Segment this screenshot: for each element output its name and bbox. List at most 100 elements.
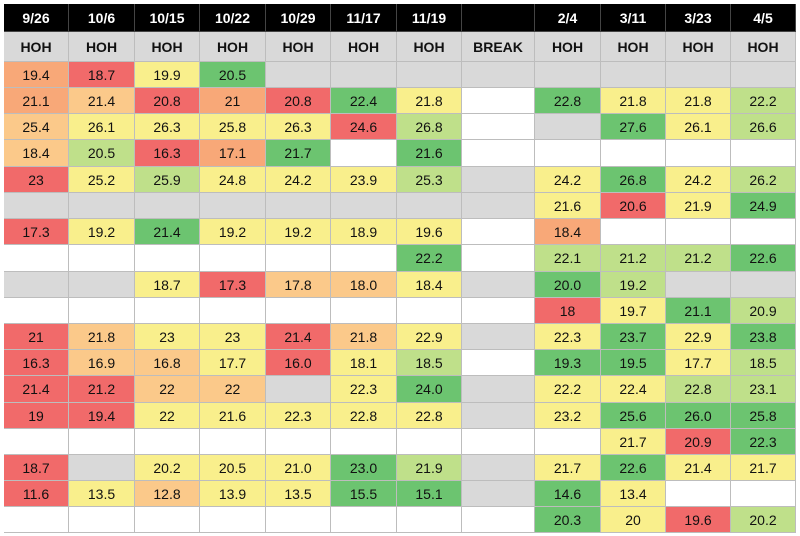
value-cell: 21.4 — [266, 324, 331, 350]
value-cell: 20.3 — [535, 507, 601, 533]
value-cell — [462, 429, 535, 455]
value-cell — [462, 376, 535, 403]
value-cell: 22.4 — [601, 376, 666, 403]
value-cell: 22.6 — [601, 455, 666, 481]
value-cell: 19.9 — [135, 62, 200, 88]
value-cell: 23 — [4, 167, 69, 193]
value-cell: 20.8 — [266, 88, 331, 114]
value-cell: 22 — [135, 403, 200, 429]
value-cell: 18.1 — [331, 350, 397, 376]
value-cell: 23.7 — [601, 324, 666, 350]
value-cell: 20 — [601, 507, 666, 533]
value-cell: 22.3 — [266, 403, 331, 429]
value-cell — [397, 62, 462, 88]
value-cell — [4, 245, 69, 272]
value-cell: 13.5 — [69, 481, 135, 507]
value-cell: 21.2 — [666, 245, 731, 272]
value-cell — [135, 429, 200, 455]
value-cell: 18.4 — [4, 140, 69, 167]
value-cell: 22.4 — [331, 88, 397, 114]
value-cell: 22.8 — [535, 88, 601, 114]
value-cell: 20.5 — [69, 140, 135, 167]
value-cell: 26.3 — [135, 114, 200, 140]
date-header: 9/26 — [4, 4, 69, 32]
value-cell: 19.7 — [601, 298, 666, 324]
value-cell — [462, 167, 535, 193]
value-cell — [666, 140, 731, 167]
value-cell: 23.0 — [331, 455, 397, 481]
value-cell — [462, 455, 535, 481]
value-cell — [4, 429, 69, 455]
value-cell — [666, 272, 731, 298]
value-cell: 26.0 — [666, 403, 731, 429]
value-cell: 23 — [135, 324, 200, 350]
value-cell: 21.4 — [69, 88, 135, 114]
value-cell — [266, 298, 331, 324]
value-cell: 21.8 — [331, 324, 397, 350]
value-cell — [266, 429, 331, 455]
value-cell: 20.9 — [666, 429, 731, 455]
value-cell: 25.6 — [601, 403, 666, 429]
value-cell: 18 — [535, 298, 601, 324]
value-cell: 21.7 — [731, 455, 796, 481]
value-cell — [535, 114, 601, 140]
value-cell: 16.0 — [266, 350, 331, 376]
value-cell: 17.3 — [4, 219, 69, 245]
value-cell: 16.8 — [135, 350, 200, 376]
value-cell — [4, 507, 69, 533]
value-cell — [69, 245, 135, 272]
value-cell: 15.1 — [397, 481, 462, 507]
value-cell — [200, 193, 266, 219]
value-cell: 20.5 — [200, 455, 266, 481]
value-cell — [397, 507, 462, 533]
value-cell: 24.2 — [266, 167, 331, 193]
value-cell: 21.0 — [266, 455, 331, 481]
group-header: HOH — [331, 32, 397, 62]
value-cell: 22.9 — [397, 324, 462, 350]
value-cell: 22.2 — [397, 245, 462, 272]
value-cell — [535, 62, 601, 88]
value-cell: 25.3 — [397, 167, 462, 193]
value-cell: 26.2 — [731, 167, 796, 193]
value-cell — [535, 140, 601, 167]
value-cell: 21.6 — [200, 403, 266, 429]
value-cell — [331, 507, 397, 533]
value-cell: 21.1 — [4, 88, 69, 114]
value-cell: 21.7 — [601, 429, 666, 455]
value-cell — [462, 403, 535, 429]
value-cell: 19.3 — [535, 350, 601, 376]
value-cell: 23.9 — [331, 167, 397, 193]
value-cell: 11.6 — [4, 481, 69, 507]
group-header: HOH — [266, 32, 331, 62]
value-cell: 19.2 — [200, 219, 266, 245]
group-header: HOH — [535, 32, 601, 62]
value-cell: 21 — [4, 324, 69, 350]
value-cell: 16.3 — [135, 140, 200, 167]
value-cell: 15.5 — [331, 481, 397, 507]
value-cell: 24.2 — [535, 167, 601, 193]
value-cell: 12.8 — [135, 481, 200, 507]
value-cell: 22.6 — [731, 245, 796, 272]
value-cell: 17.7 — [666, 350, 731, 376]
group-header: HOH — [69, 32, 135, 62]
value-cell: 19.4 — [4, 62, 69, 88]
value-cell: 21.7 — [266, 140, 331, 167]
value-cell: 18.4 — [535, 219, 601, 245]
value-cell: 22.1 — [535, 245, 601, 272]
value-cell: 20.2 — [731, 507, 796, 533]
value-cell: 22 — [135, 376, 200, 403]
value-cell: 26.8 — [601, 167, 666, 193]
value-cell — [69, 193, 135, 219]
value-cell: 19.2 — [266, 219, 331, 245]
group-header: HOH — [135, 32, 200, 62]
value-cell: 19.5 — [601, 350, 666, 376]
date-header: 4/5 — [731, 4, 796, 32]
value-cell — [135, 193, 200, 219]
value-cell — [69, 272, 135, 298]
value-cell: 18.4 — [397, 272, 462, 298]
value-cell — [135, 245, 200, 272]
value-cell — [69, 429, 135, 455]
value-cell: 21.9 — [666, 193, 731, 219]
value-cell: 21 — [200, 88, 266, 114]
value-cell: 18.7 — [69, 62, 135, 88]
